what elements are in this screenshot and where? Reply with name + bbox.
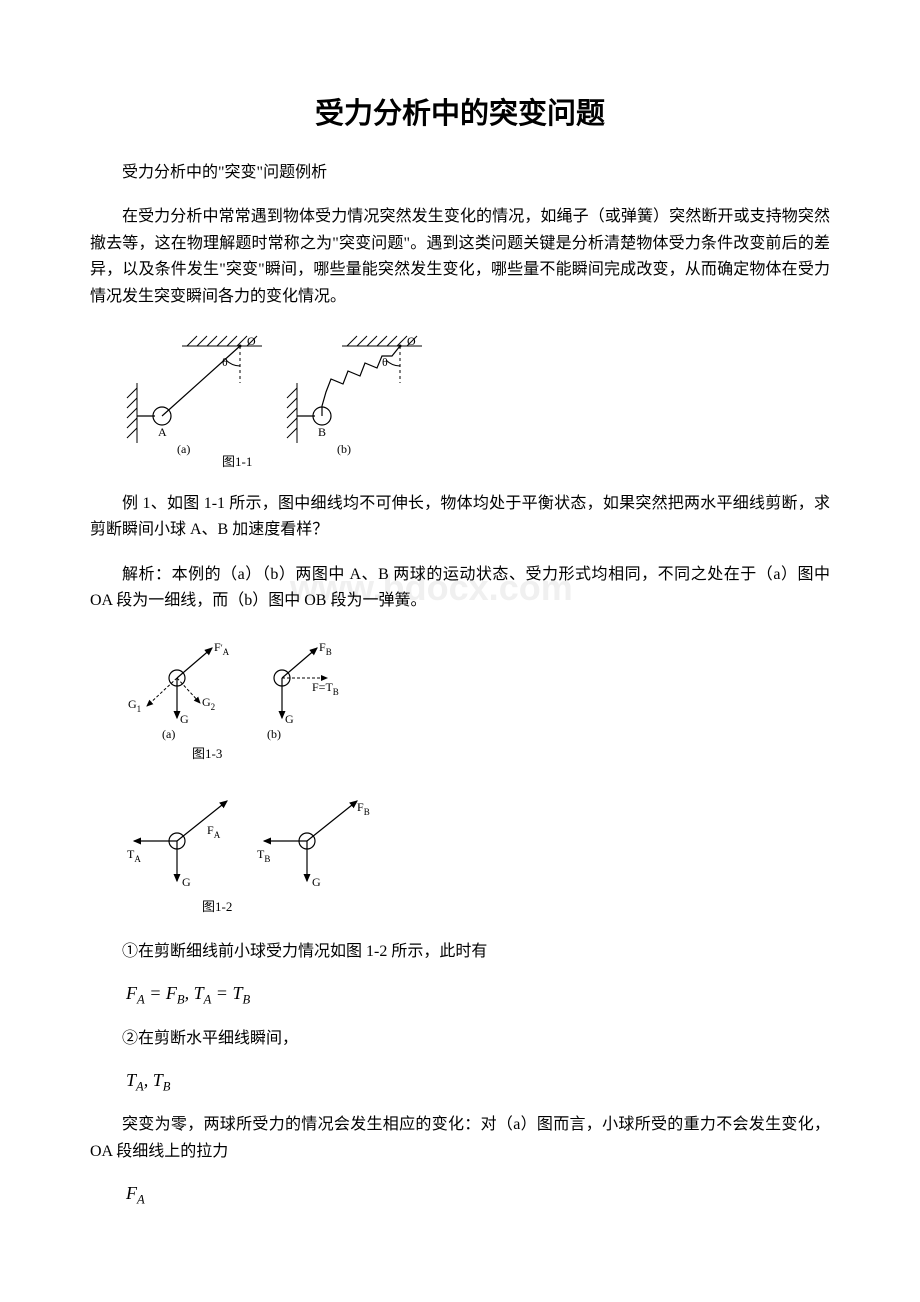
fig1-theta-a: θ	[222, 355, 228, 369]
fig2-a-label: (a)	[162, 727, 175, 741]
fig1-caption: 图1-1	[222, 454, 252, 468]
step-1-para: ①在剪断细线前小球受力情况如图 1-2 所示，此时有	[90, 939, 830, 965]
fig2-G1: G1	[128, 697, 141, 714]
example-1-para: 例 1、如图 1-1 所示，图中细线均不可伸长，物体均处于平衡状态，如果突然把两…	[90, 491, 830, 544]
fig1-B: B	[318, 425, 326, 439]
step-2-para: ②在剪断水平细线瞬间，	[90, 1026, 830, 1052]
figure-1-1: O θ A (a) O θ	[90, 328, 830, 473]
fig2-FTB: F=TB	[312, 680, 339, 697]
fig2-G-a: G	[180, 712, 189, 726]
fig3-G-a: G	[182, 875, 191, 889]
intro-para-1: 受力分析中的"突变"问题例析	[90, 160, 830, 186]
figure-1-2: FA TA G FB TB G 图1-2	[90, 786, 830, 921]
formula-2: TA, TB	[90, 1070, 830, 1095]
fig2-caption: 图1-3	[192, 746, 222, 761]
analysis-para: 解析：本例的（a）（b）两图中 A、B 两球的运动状态、受力形式均相同，不同之处…	[90, 562, 830, 615]
fig1-a-label: (a)	[177, 442, 190, 456]
fig2-G2: G2	[202, 695, 215, 712]
fig1-b-label: (b)	[337, 442, 351, 456]
fig3-G-b: G	[312, 875, 321, 889]
fig2-b-label: (b)	[267, 727, 281, 741]
intro-para-2: 在受力分析中常常遇到物体受力情况突然发生变化的情况，如绳子（或弹簧）突然断开或支…	[90, 204, 830, 310]
fig3-TB: TB	[257, 847, 270, 864]
figure-1-1-svg: O θ A (a) O θ	[122, 328, 432, 468]
fig1-A: A	[158, 425, 167, 439]
formula-3: FA	[90, 1183, 830, 1208]
figure-1-2-svg: FA TA G FB TB G 图1-2	[122, 786, 382, 916]
page-title: 受力分析中的突变问题	[90, 90, 830, 132]
fig1-O-a: O	[247, 334, 256, 348]
fig3-FA: FA	[207, 823, 221, 840]
step-2-cont-para: 突变为零，两球所受力的情况会发生相应的变化：对（a）图而言，小球所受的重力不会发…	[90, 1112, 830, 1165]
formula-1: FA = FB, TA = TB	[90, 983, 830, 1008]
figure-1-3-svg: F′A G1 G2 G (a) FB F=TB G (b) 图1-3	[122, 633, 352, 763]
fig1-theta-b: θ	[382, 355, 388, 369]
figure-1-3: F′A G1 G2 G (a) FB F=TB G (b) 图1-3	[90, 633, 830, 768]
fig1-O-b: O	[407, 334, 416, 348]
fig2-G-b: G	[285, 712, 294, 726]
fig3-caption: 图1-2	[202, 899, 232, 914]
fig2-FA: F′A	[214, 640, 230, 657]
fig3-TA: TA	[127, 847, 141, 864]
fig3-FB: FB	[357, 800, 370, 817]
fig2-FB: FB	[319, 640, 332, 657]
